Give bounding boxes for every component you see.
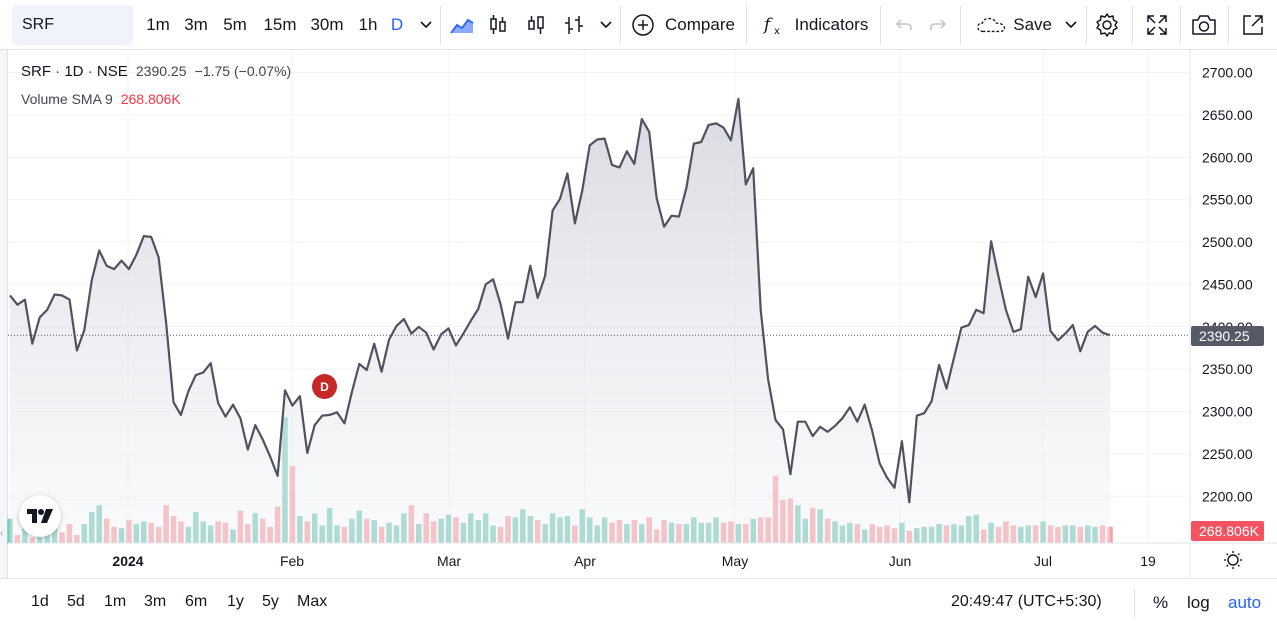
save-button[interactable]: Save [976,0,1052,50]
legend-change: −1.75 (−0.07%) [194,63,292,79]
symbol-legend: SRF · 1D · NSE 2390.25 −1.75 (−0.07%) [21,63,291,80]
legend-sep-2: · [87,63,93,80]
time-tick-label: May [722,553,748,569]
price-line [9,97,1111,504]
gear-icon[interactable] [1092,0,1122,50]
last-price-label: 2390.25 [1191,326,1264,346]
price-tick-label: 2700.00 [1202,65,1253,81]
svg-text:x: x [774,26,780,37]
redo-icon[interactable] [924,0,952,50]
legend-exchange: NSE [96,63,128,80]
volume-legend[interactable]: Volume SMA 9 268.806K [21,91,181,107]
legend-sep-1: · [55,63,61,80]
save-chevron-down-icon[interactable] [1062,0,1080,50]
auto-toggle[interactable]: auto [1228,593,1262,612]
dividend-badge[interactable]: D [312,374,337,399]
time-tick-label: Jun [889,553,912,569]
time-tick-label: Mar [437,553,461,569]
interval-d[interactable]: D [390,15,404,34]
left-collapse-icon[interactable]: ‹ [0,528,4,539]
time-tick-label: Feb [280,553,304,569]
sun-icon[interactable] [1224,551,1242,569]
range-3m[interactable]: 3m [144,593,167,610]
range-5d[interactable]: 5d [67,593,85,610]
camera-icon[interactable] [1188,0,1220,50]
interval-1h[interactable]: 1h [358,15,378,34]
time-axis: 2024 Feb Mar Apr May Jun Jul 19 [112,553,1156,569]
compare-button[interactable]: Compare [628,0,738,50]
left-edge-handle[interactable] [0,50,8,578]
range-1d[interactable]: 1d [31,593,49,610]
fullscreen-icon[interactable] [1142,0,1172,50]
price-tick-label: 2300.00 [1202,404,1253,420]
chart-type-chevron-down-icon[interactable] [597,0,615,50]
price-chart[interactable]: 2700.00 2650.00 2600.00 2550.00 2500.00 2450.… [0,50,1277,578]
tradingview-logo-icon [27,509,53,523]
interval-1m[interactable]: 1m [146,15,170,34]
area-chart-icon[interactable] [446,0,478,50]
bottom-bar: 1d 5d 1m 3m 6m 1y 5y Max 20:49:47 (UTC+5… [0,578,1277,628]
price-tick-label: 2650.00 [1202,107,1253,123]
price-axis: 2700.00 2650.00 2600.00 2550.00 2500.00 2450.… [1202,65,1253,505]
compare-label: Compare [665,15,735,34]
range-1y[interactable]: 1y [227,593,244,610]
log-toggle[interactable]: log [1187,593,1210,612]
price-tick-label: 2200.00 [1202,488,1253,504]
svg-text:f: f [762,15,773,35]
legend-price: 2390.25 [135,63,187,79]
time-tick-label: 19 [1140,553,1156,569]
indicators-label: Indicators [794,15,869,34]
price-tick-label: 2350.00 [1202,361,1253,377]
interval-30m[interactable]: 30m [310,15,344,34]
price-tick-label: 2500.00 [1202,234,1253,250]
plus-circle-icon [632,14,654,36]
range-6m[interactable]: 6m [185,593,208,610]
clock[interactable]: 20:49:47 (UTC+5:30) [951,593,1102,610]
price-area [10,98,1110,544]
price-tick-label: 2550.00 [1202,192,1253,208]
symbol-search[interactable]: SRF [12,5,133,45]
price-tick-label: 2600.00 [1202,149,1253,165]
volume-legend-label: Volume SMA 9 [21,91,113,107]
time-tick-label: 2024 [112,553,143,569]
legend-interval: 1D [64,63,84,80]
popout-icon[interactable] [1238,0,1268,50]
range-5y[interactable]: 5y [262,593,279,610]
volume-legend-value: 268.806K [120,91,181,107]
tradingview-logo[interactable] [19,495,61,537]
hollow-candles-icon[interactable] [522,0,550,50]
price-tick-label: 2250.00 [1202,446,1253,462]
volume-value-label: 268.806K [1191,521,1264,541]
bars-icon[interactable] [560,0,588,50]
undo-icon[interactable] [890,0,918,50]
interval-15m[interactable]: 15m [263,15,297,34]
interval-3m[interactable]: 3m [184,15,208,34]
price-tick-label: 2450.00 [1202,276,1253,292]
percent-toggle[interactable]: % [1153,593,1169,612]
legend-symbol: SRF [21,63,51,80]
cloud-icon [977,17,1006,33]
time-tick-label: Apr [574,553,596,569]
save-label: Save [1013,15,1052,34]
interval-5m[interactable]: 5m [223,15,247,34]
range-1m[interactable]: 1m [104,593,127,610]
time-tick-label: Jul [1034,553,1052,569]
interval-chevron-down-icon[interactable] [417,0,435,50]
symbol-name: SRF [22,16,54,33]
range-max[interactable]: Max [297,593,328,610]
candles-icon[interactable] [484,0,512,50]
